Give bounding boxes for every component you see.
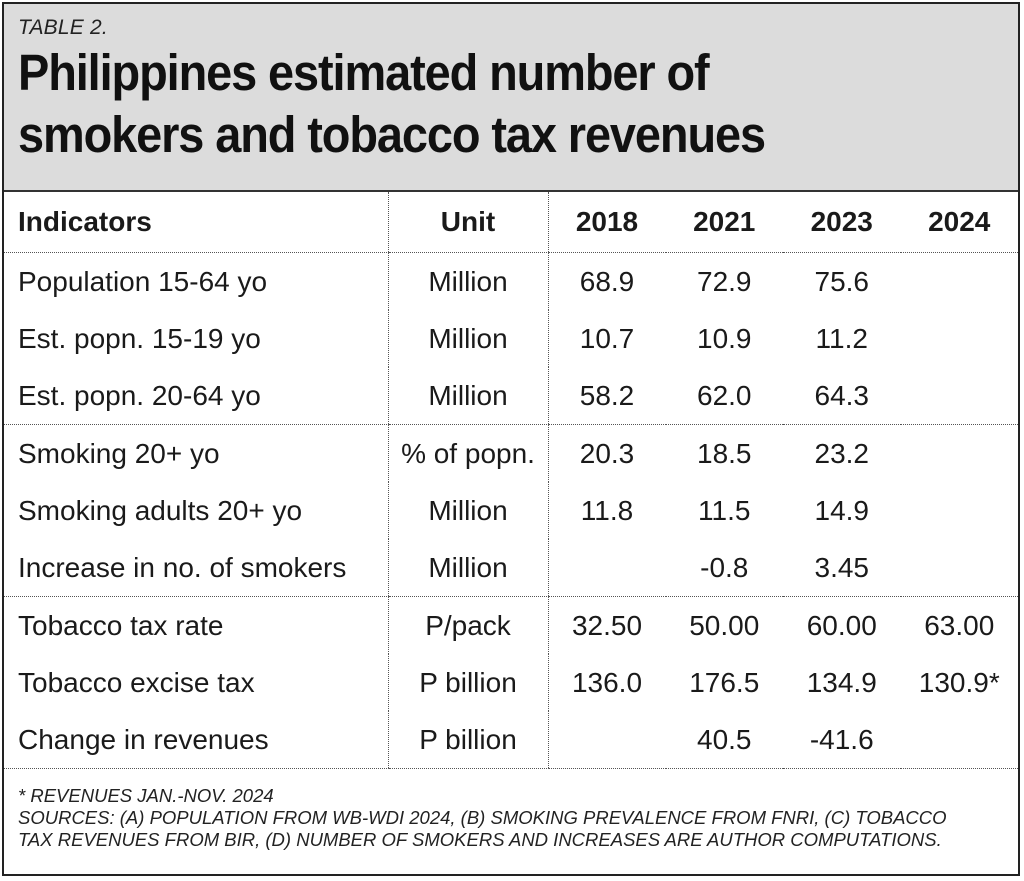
value-cell-2024 bbox=[900, 711, 1018, 769]
table-row: Population 15-64 yo Million 68.9 72.9 75… bbox=[4, 252, 1019, 311]
indicator-cell: Population 15-64 yo bbox=[18, 265, 268, 297]
value-cell-2023: 75.6 bbox=[814, 265, 870, 297]
value-cell-2023: 3.45 bbox=[783, 539, 901, 597]
value-cell-2018 bbox=[547, 539, 666, 597]
value-cell-2018: 10.7 bbox=[547, 310, 666, 367]
value-cell-2023: -41.6 bbox=[783, 711, 901, 769]
value-cell-2021: 176.5 bbox=[689, 666, 760, 698]
indicator-cell: Est. popn. 20-64 yo bbox=[4, 367, 388, 425]
value-cell-2024 bbox=[901, 425, 1019, 483]
value-cell-2021: 50.00 bbox=[689, 609, 760, 641]
column-header-2021: 2021 bbox=[665, 192, 783, 253]
value-cell-2018: 32.50 bbox=[547, 596, 666, 654]
column-header-2023: 2023 bbox=[783, 192, 901, 253]
table-title: Philippines estimated number of smokers … bbox=[18, 42, 938, 166]
value-cell-2021: 40.5 bbox=[665, 711, 783, 769]
value-cell-2021: 11.5 bbox=[698, 494, 751, 526]
indicator-cell: Increase in no. of smokers bbox=[4, 539, 388, 597]
value-cell-2021: 62.0 bbox=[665, 367, 783, 425]
footnote: * REVENUES JAN.-NOV. 2024 bbox=[18, 785, 274, 806]
indicator-cell: Tobacco excise tax bbox=[18, 666, 255, 698]
table-title-line2: smokers and tobacco tax revenues bbox=[18, 106, 766, 163]
table-header: TABLE 2. Philippines estimated number of… bbox=[4, 4, 1018, 192]
value-cell-2024 bbox=[900, 367, 1018, 425]
data-table: Indicators Unit 2018 2021 2023 2024 Popu… bbox=[4, 192, 1018, 769]
indicator-cell: Smoking 20+ yo bbox=[18, 437, 220, 469]
value-cell-2018: 20.3 bbox=[547, 424, 666, 482]
indicator-cell: Change in revenues bbox=[4, 711, 388, 769]
table-row: Est. popn. 15-19 yo Million 10.7 10.9 11… bbox=[4, 310, 1018, 367]
value-cell-2024 bbox=[901, 482, 1019, 539]
table-title-line1: Philippines estimated number of bbox=[18, 44, 710, 101]
column-header-indicators: Indicators bbox=[4, 192, 388, 253]
indicator-cell: Est. popn. 15-19 yo bbox=[18, 322, 261, 354]
value-cell-2021: 10.9 bbox=[697, 322, 752, 354]
column-header-unit: Unit bbox=[387, 192, 548, 253]
value-cell-2018: 68.9 bbox=[547, 252, 666, 310]
table-label: TABLE 2. bbox=[18, 16, 108, 39]
unit-cell: Million bbox=[387, 367, 548, 425]
value-cell-2018: 11.8 bbox=[547, 482, 666, 539]
table-row: Change in revenues P billion 40.5 -41.6 bbox=[4, 711, 1018, 769]
value-cell-2018: 136.0 bbox=[547, 654, 666, 711]
value-cell-2018 bbox=[547, 711, 666, 769]
value-cell-2018: 58.2 bbox=[547, 367, 666, 425]
value-cell-2021: 72.9 bbox=[697, 265, 752, 297]
value-cell-2024: 63.00 bbox=[924, 609, 995, 641]
table-row: Smoking 20+ yo % of popn. 20.3 18.5 23.2 bbox=[4, 424, 1019, 483]
value-cell-2023: 11.2 bbox=[815, 322, 868, 354]
table-row: Tobacco excise tax P billion 136.0 176.5… bbox=[4, 654, 1018, 711]
value-cell-2023: 64.3 bbox=[783, 367, 901, 425]
unit-cell: P billion bbox=[387, 711, 548, 769]
unit-cell: Million bbox=[387, 310, 548, 367]
table-row: Tobacco tax rate P/pack 32.50 50.00 60.0… bbox=[4, 596, 1018, 654]
value-cell-2023: 134.9 bbox=[806, 666, 877, 698]
table-header-row: Indicators Unit 2018 2021 2023 2024 bbox=[4, 192, 1018, 253]
unit-cell: P billion bbox=[387, 654, 548, 711]
unit-cell: Million bbox=[387, 482, 548, 539]
value-cell-2024 bbox=[900, 539, 1018, 597]
unit-cell: Million bbox=[387, 252, 548, 310]
value-cell-2024 bbox=[901, 253, 1019, 311]
value-cell-2023: 14.9 bbox=[814, 494, 870, 526]
value-cell-2021: 18.5 bbox=[697, 437, 752, 469]
unit-cell: % of popn. bbox=[387, 424, 548, 482]
table-row: Smoking adults 20+ yo Million 11.8 11.5 … bbox=[4, 482, 1018, 539]
unit-cell: Million bbox=[387, 539, 548, 597]
value-cell-2021: -0.8 bbox=[665, 539, 783, 597]
unit-cell: P/pack bbox=[387, 596, 548, 654]
indicator-cell: Tobacco tax rate bbox=[18, 609, 224, 641]
column-header-2024: 2024 bbox=[900, 192, 1018, 253]
value-cell-2023: 60.00 bbox=[806, 609, 877, 641]
value-cell-2024: 130.9* bbox=[918, 666, 1000, 698]
indicator-cell: Smoking adults 20+ yo bbox=[18, 494, 303, 526]
table-row: Est. popn. 20-64 yo Million 58.2 62.0 64… bbox=[4, 367, 1018, 425]
column-header-2018: 2018 bbox=[547, 192, 666, 253]
sources-line2: TAX REVENUES FROM BIR, (D) NUMBER OF SMO… bbox=[18, 829, 942, 850]
table-notes: * REVENUES JAN.-NOV. 2024 SOURCES: (A) P… bbox=[4, 769, 1018, 851]
value-cell-2023: 23.2 bbox=[814, 437, 870, 469]
value-cell-2024 bbox=[901, 310, 1019, 367]
table-row: Increase in no. of smokers Million -0.8 … bbox=[4, 539, 1018, 597]
sources-line1: SOURCES: (A) POPULATION FROM WB-WDI 2024… bbox=[18, 807, 947, 828]
